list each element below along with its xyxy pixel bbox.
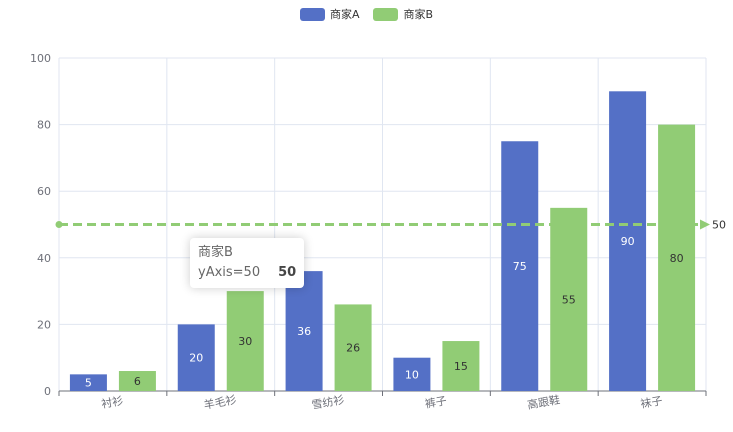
legend-item-series-b[interactable]: 商家B — [373, 6, 433, 22]
bar — [501, 141, 539, 391]
legend-swatch-series-b — [373, 7, 399, 21]
bar-value-label: 26 — [346, 342, 360, 355]
y-tick-label: 100 — [30, 52, 51, 65]
x-tick-label: 衬衫 — [100, 394, 124, 411]
bar — [69, 374, 107, 391]
legend: 商家A 商家B — [0, 6, 733, 22]
x-tick-label: 裤子 — [424, 393, 448, 411]
bar — [393, 357, 431, 391]
bar-value-label: 30 — [238, 335, 252, 348]
legend-label-series-a: 商家A — [329, 8, 360, 21]
bar — [226, 291, 264, 391]
bar — [609, 91, 647, 392]
y-tick-label: 40 — [37, 252, 51, 265]
y-tick-label: 80 — [37, 119, 51, 132]
bar — [334, 304, 372, 391]
legend-item-series-a[interactable]: 商家A — [299, 6, 360, 22]
bar — [658, 124, 696, 391]
bar-value-label: 90 — [621, 235, 635, 248]
bar — [442, 341, 480, 391]
y-tick-label: 60 — [37, 185, 51, 198]
bar-value-label: 10 — [405, 368, 419, 381]
legend-label-series-b: 商家B — [403, 8, 434, 21]
bar-value-label: 5 — [85, 377, 92, 390]
bar-value-label: 55 — [562, 293, 576, 306]
mark-line-arrow — [700, 219, 710, 230]
tooltip-row: yAxis=50 50 — [198, 263, 296, 283]
tooltip-series-name: 商家B — [198, 245, 233, 260]
bar — [550, 207, 588, 391]
mark-line-label: 50 — [712, 219, 726, 232]
bar-value-label: 36 — [297, 325, 311, 338]
tooltip-label: yAxis=50 — [198, 265, 261, 280]
bar — [285, 271, 323, 391]
bar-value-label: 20 — [189, 352, 203, 365]
bar-value-label: 6 — [134, 375, 141, 388]
legend-swatch-series-a — [299, 7, 325, 21]
bar-value-label: 15 — [454, 360, 468, 373]
bar-value-label: 80 — [670, 252, 684, 265]
bar — [118, 371, 156, 391]
y-tick-label: 0 — [44, 385, 51, 398]
x-tick-label: 袜子 — [639, 393, 663, 411]
bar — [177, 324, 215, 391]
y-tick-label: 20 — [37, 318, 51, 331]
tooltip-value: 50 — [278, 265, 297, 280]
tooltip: 商家B yAxis=50 50 — [190, 238, 305, 288]
x-tick-label: 高跟鞋 — [526, 392, 561, 412]
x-tick-label: 羊毛衫 — [203, 392, 238, 412]
x-tick-label: 雪纺衫 — [310, 392, 345, 412]
bar-value-label: 75 — [513, 260, 527, 273]
